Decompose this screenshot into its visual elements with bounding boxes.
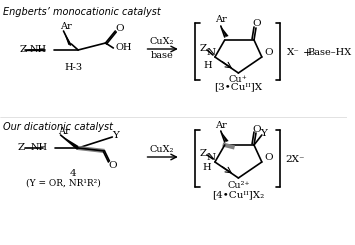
Text: H: H: [203, 163, 212, 172]
Text: O: O: [108, 160, 117, 170]
Polygon shape: [61, 135, 80, 149]
Text: 4: 4: [70, 169, 77, 177]
Text: Ar: Ar: [215, 121, 227, 130]
Text: O: O: [253, 20, 261, 28]
Text: Z: Z: [18, 144, 25, 152]
Text: X⁻: X⁻: [286, 49, 300, 58]
Text: Cu⁺: Cu⁺: [229, 75, 248, 85]
Text: H-3: H-3: [64, 62, 82, 72]
Text: O: O: [115, 24, 124, 34]
Text: (Y = OR, NR¹R²): (Y = OR, NR¹R²): [26, 179, 101, 187]
Text: Cu²⁺: Cu²⁺: [227, 182, 250, 191]
Text: 2X⁻: 2X⁻: [285, 156, 305, 164]
Polygon shape: [221, 131, 229, 142]
Text: Ar: Ar: [215, 15, 227, 24]
Text: [3•Cuᴵᴵ]X: [3•Cuᴵᴵ]X: [214, 83, 262, 91]
Text: O: O: [264, 154, 273, 162]
Text: Y: Y: [112, 131, 119, 139]
Text: Z: Z: [20, 46, 27, 54]
Text: Our dicationic catalyst: Our dicationic catalyst: [3, 122, 113, 132]
Text: H: H: [204, 61, 212, 70]
Text: N: N: [207, 49, 215, 58]
Text: O: O: [264, 49, 273, 58]
Text: NH: NH: [31, 144, 48, 152]
Text: base: base: [151, 50, 174, 60]
Text: Engberts’ monocationic catalyst: Engberts’ monocationic catalyst: [3, 7, 161, 17]
Text: OH: OH: [115, 44, 132, 52]
Text: Ar: Ar: [58, 127, 69, 136]
Text: Z: Z: [200, 45, 207, 53]
Text: N: N: [207, 152, 215, 161]
Text: CuX₂: CuX₂: [150, 145, 174, 154]
Text: Base–HX: Base–HX: [307, 49, 351, 58]
Text: Ar: Ar: [61, 23, 72, 32]
Text: Y: Y: [260, 128, 267, 137]
Text: NH: NH: [30, 46, 47, 54]
Text: CuX₂: CuX₂: [150, 37, 174, 47]
Text: [4•Cuᴵᴵ]X₂: [4•Cuᴵᴵ]X₂: [212, 191, 264, 199]
Text: +: +: [303, 48, 312, 58]
Polygon shape: [64, 31, 71, 45]
Text: O: O: [253, 124, 261, 134]
Text: Z: Z: [200, 149, 207, 159]
Polygon shape: [221, 26, 229, 37]
